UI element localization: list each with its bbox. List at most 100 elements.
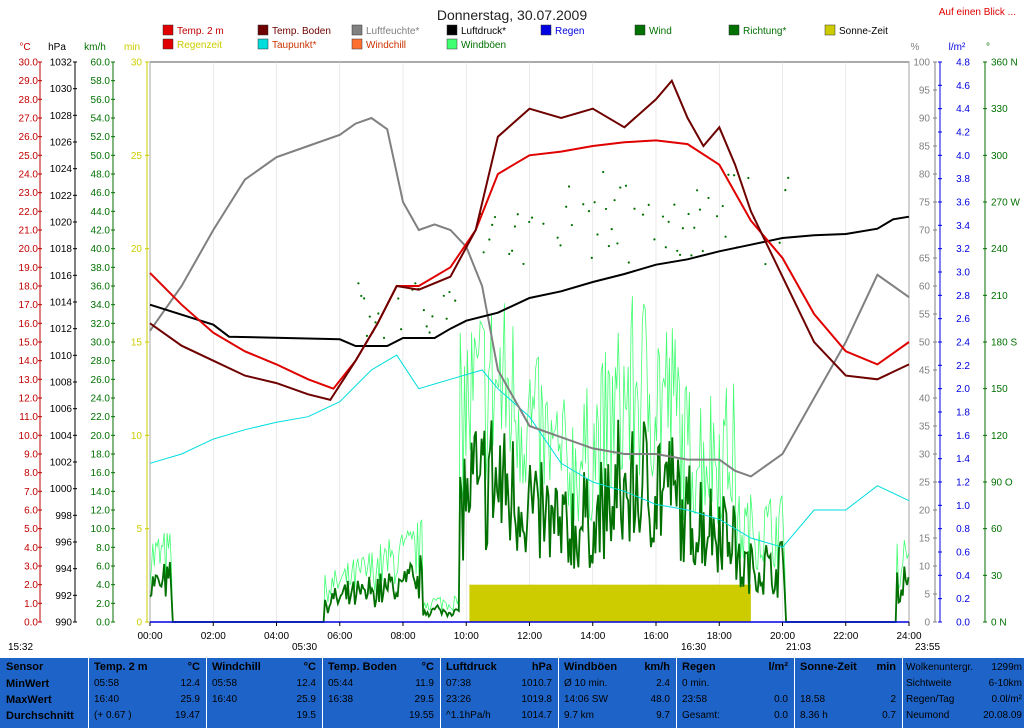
sunset-time: 21:03 [786, 642, 812, 653]
tick-label: 5 [136, 524, 142, 535]
tick-label: 45 [919, 366, 931, 377]
footer-col-title: Luftdruck [446, 661, 497, 673]
direction-point [690, 254, 693, 257]
direction-point [787, 176, 790, 179]
direction-point [707, 196, 710, 200]
direction-point [528, 220, 531, 224]
tick-label: 14.0 [91, 487, 111, 498]
row-label-sensor: Sensor [6, 661, 44, 673]
tick-label: 0.4 [956, 571, 970, 582]
direction-point [784, 189, 787, 192]
tick-label: 6.0 [24, 506, 38, 517]
tick-label: 100 [913, 58, 930, 69]
footer-cell-value: 2 [890, 694, 896, 705]
x-tick-label: 02:00 [201, 631, 226, 642]
tick-label: 9.0 [24, 450, 38, 461]
tick-label: 1016 [50, 271, 73, 282]
tick-label: 330 [991, 104, 1008, 115]
direction-point [377, 312, 380, 315]
footer-extra: Wolkenuntergr. 1299m Sichtweite 6-10km Reg… [906, 662, 1022, 721]
tick-label: 0.2 [956, 594, 970, 605]
tick-label: 15 [131, 338, 143, 349]
direction-point [511, 249, 514, 252]
tick-label: 2.6 [956, 314, 970, 325]
direction-point [667, 220, 670, 223]
direction-point [428, 331, 431, 334]
direction-point [616, 242, 619, 245]
direction-point [641, 213, 645, 216]
legend-swatch [162, 38, 174, 50]
direction-point [647, 203, 650, 207]
tick-label: 998 [55, 511, 72, 522]
series-temp-2m [149, 139, 910, 390]
tick-label: 15.0 [19, 338, 39, 349]
overview-link[interactable]: Auf einen Blick ... [939, 7, 1016, 18]
x-tick-label: 22:00 [833, 631, 858, 642]
direction-point [556, 236, 559, 239]
tick-label: 4.0 [96, 580, 110, 591]
tick-label: 150 [991, 384, 1008, 395]
tick-label: 3.2 [956, 244, 970, 255]
tick-label: 14.0 [19, 356, 39, 367]
tick-label: 24.0 [91, 394, 111, 405]
tick-label: 20 [919, 506, 931, 517]
direction-point [542, 222, 545, 225]
direction-point [687, 212, 690, 216]
tick-label: 4.4 [956, 104, 970, 115]
footer-cell-value: 19.55 [408, 710, 434, 721]
tick-label: 994 [55, 564, 72, 575]
footer-col-unit: l/m² [768, 661, 788, 673]
direction-point [613, 199, 616, 202]
footer-col-unit: °C [421, 661, 434, 673]
row-label-min: MinWert [6, 678, 50, 690]
tick-label: 4.6 [956, 81, 970, 92]
legend-swatch [824, 24, 836, 36]
tick-label: 0.0 [956, 618, 970, 629]
direction-point [661, 215, 665, 218]
series-layer [149, 78, 910, 623]
tick-label: 3.0 [956, 268, 970, 279]
tick-label: 180 S [991, 338, 1017, 349]
x-tick-label: 20:00 [770, 631, 795, 642]
tick-label: 40 [919, 394, 931, 405]
tick-label: 44.0 [91, 207, 111, 218]
tick-label: 996 [55, 538, 72, 549]
legend-label: Regen [555, 26, 584, 37]
direction-point [778, 241, 781, 244]
tick-label: 990 [55, 618, 72, 629]
footer-cell-value: 0.0 [774, 694, 788, 705]
tick-label: 2.2 [956, 361, 970, 372]
legend: Temp. 2 m Temp. Boden Luftfeuchte* Luftdruc… [162, 24, 888, 51]
footer-col-title: Sonne-Zeit [800, 661, 857, 673]
footer-cell-label: Gesamt: [682, 710, 720, 721]
direction-point [448, 290, 451, 294]
tick-label: 2.0 [24, 580, 38, 591]
legend-swatch [257, 24, 269, 36]
footer-col: Sonne-Zeit min 18.58 2 8.36 h 0.7 [794, 658, 903, 728]
tick-label: 1004 [50, 431, 73, 442]
footer-col-unit: hPa [531, 661, 552, 673]
direction-point [570, 223, 573, 227]
footer-col-unit: °C [303, 661, 316, 673]
tick-label: 3.8 [956, 174, 970, 185]
tick-label: 30 [991, 571, 1003, 582]
tick-label: 70 [919, 226, 931, 237]
tick-label: 42.0 [91, 226, 111, 237]
direction-point [488, 238, 491, 241]
row-label-max: MaxWert [6, 694, 52, 706]
tick-label: 1022 [50, 191, 73, 202]
tick-label: 25 [919, 478, 931, 489]
last-time: 23:55 [915, 642, 941, 653]
unit-lm2: l/m² [949, 42, 966, 53]
tick-label: 50 [919, 338, 931, 349]
tick-label: 28.0 [19, 95, 39, 106]
tick-label: 1.4 [956, 454, 970, 465]
tick-label: 15 [919, 534, 931, 545]
tick-label: 1028 [50, 111, 73, 122]
tick-label: 1010 [50, 351, 73, 362]
direction-point [610, 228, 613, 231]
tick-label: 1.8 [956, 408, 970, 419]
footer-cell-value: 11.9 [415, 678, 434, 689]
legend-swatch [351, 24, 363, 36]
tick-label: 65 [919, 254, 931, 265]
